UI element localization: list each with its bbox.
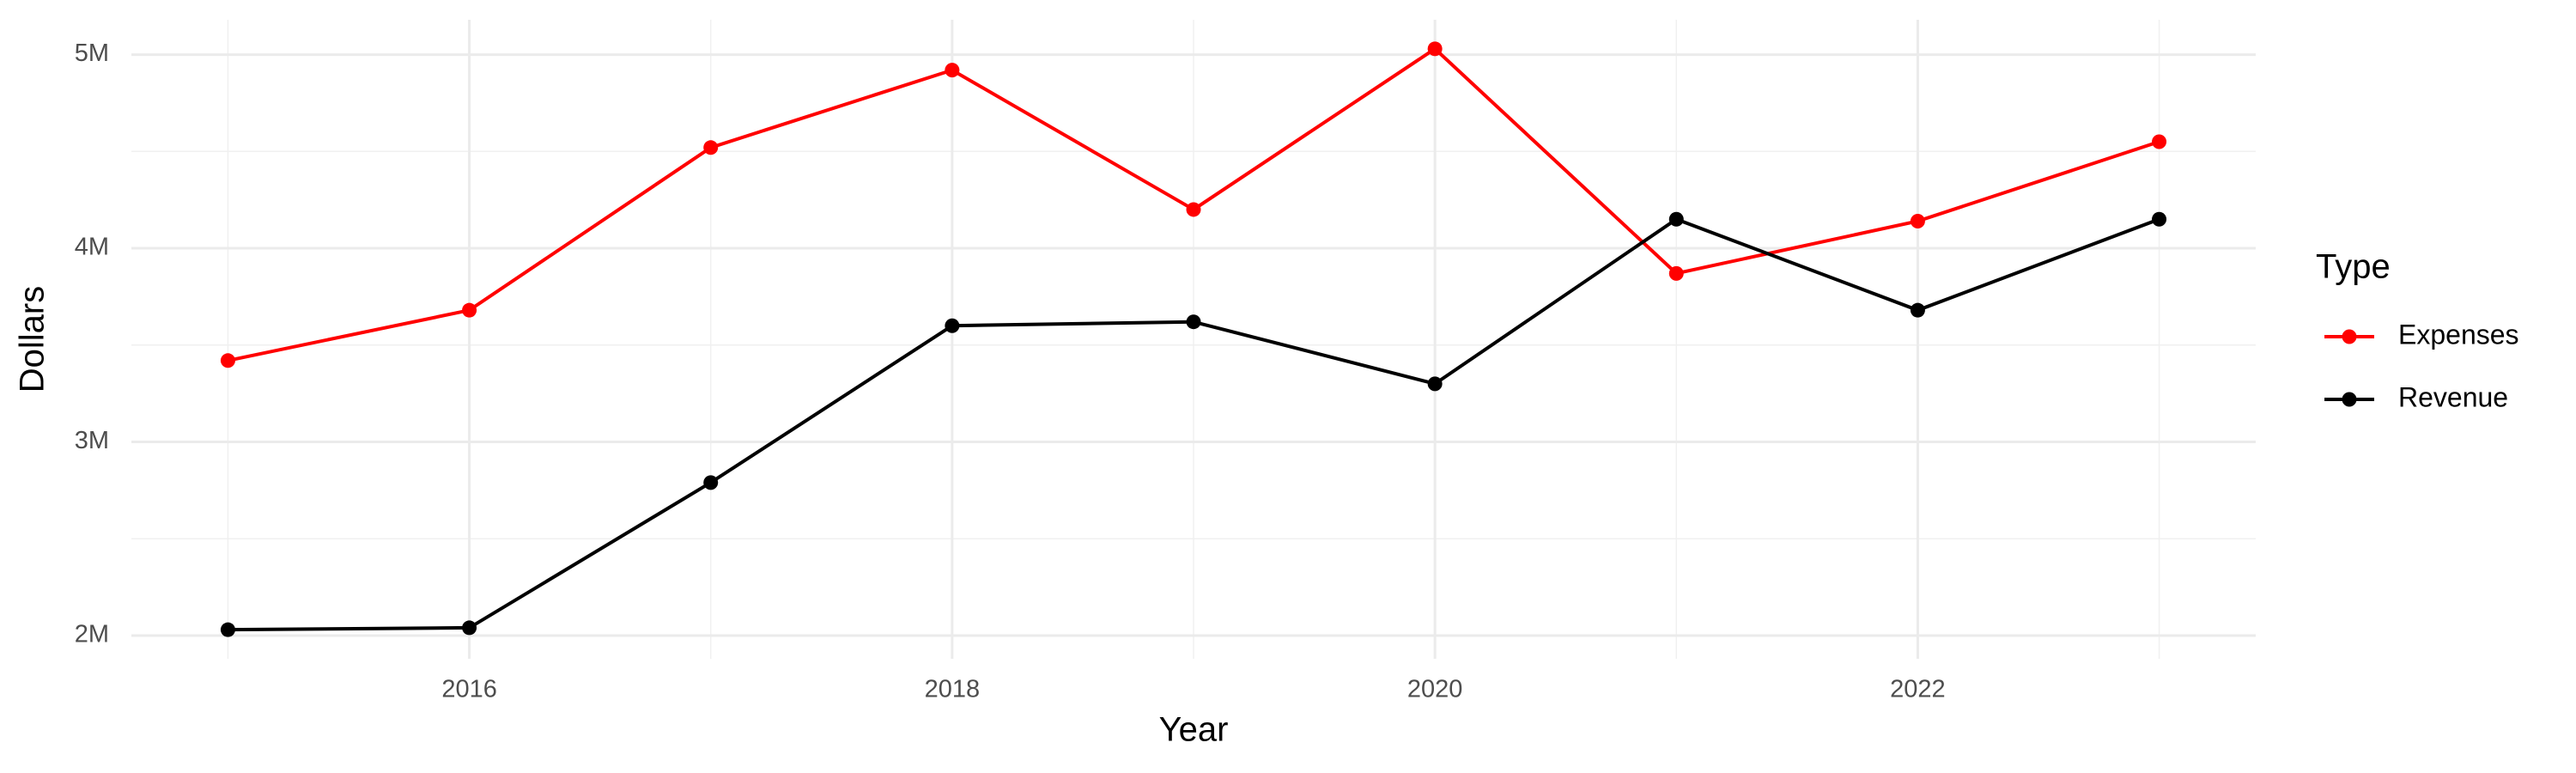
data-point <box>220 353 235 368</box>
data-point <box>2152 211 2167 227</box>
data-point <box>703 140 719 155</box>
legend-label: Revenue <box>2398 381 2508 412</box>
legend-label: Expenses <box>2398 319 2519 350</box>
data-point <box>1910 213 1925 228</box>
legend-key-point <box>2342 392 2357 407</box>
data-point <box>1668 265 1684 281</box>
data-point <box>945 63 960 78</box>
data-point <box>220 622 235 637</box>
y-tick-label: 3M <box>75 427 109 454</box>
y-tick-label: 5M <box>75 40 109 67</box>
data-point <box>1910 302 1925 318</box>
data-point <box>1427 376 1443 392</box>
data-point <box>462 620 477 636</box>
legend-title: Type <box>2316 248 2391 286</box>
data-point <box>703 475 719 490</box>
x-tick-label: 2020 <box>1407 676 1463 703</box>
data-point <box>1668 211 1684 227</box>
data-point <box>945 318 960 333</box>
y-axis-title: Dollars <box>14 286 52 393</box>
legend-key-point <box>2342 329 2357 344</box>
x-tick-label: 2018 <box>925 676 981 703</box>
y-tick-label: 2M <box>75 621 109 648</box>
grid <box>131 20 2256 659</box>
data-point <box>462 302 477 318</box>
x-axis-title: Year <box>1159 711 1229 749</box>
data-point <box>1186 314 1201 330</box>
data-point <box>1186 202 1201 217</box>
data-point <box>2152 134 2167 149</box>
y-tick-label: 4M <box>75 234 109 261</box>
x-tick-label: 2016 <box>441 676 497 703</box>
data-point <box>1427 41 1443 57</box>
x-tick-label: 2022 <box>1890 676 1946 703</box>
